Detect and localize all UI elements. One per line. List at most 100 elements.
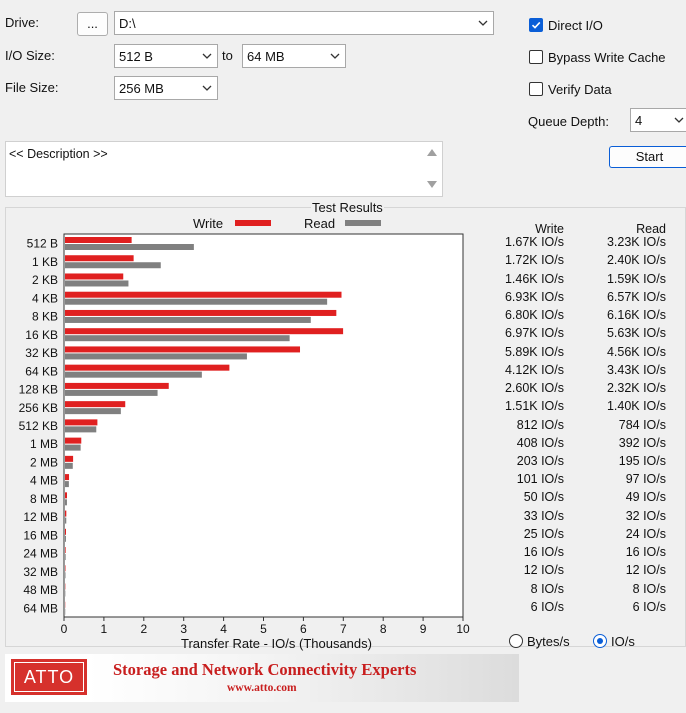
- direct-io-label: Direct I/O: [548, 18, 603, 33]
- io-size-from-select[interactable]: 512 B: [114, 44, 218, 68]
- x-tick-label: 1: [101, 622, 108, 636]
- plot-area: [63, 233, 464, 618]
- read-result-cell: 24 IO/s: [625, 526, 666, 541]
- write-result-cell: 2.60K IO/s: [504, 381, 564, 396]
- write-bar: [65, 309, 337, 316]
- y-tick-label: 512 B: [27, 237, 58, 251]
- scroll-up-icon[interactable]: [426, 147, 438, 157]
- write-result-cell: 6.80K IO/s: [504, 308, 564, 323]
- description-text: << Description >>: [9, 147, 108, 161]
- y-tick-label: 2 MB: [30, 455, 58, 469]
- write-result-cell: 6.97K IO/s: [504, 326, 564, 341]
- read-bar: [65, 554, 66, 561]
- x-tick-label: 2: [140, 622, 147, 636]
- ios-per-sec-radio[interactable]: [593, 634, 607, 648]
- atto-banner[interactable]: ATTO Storage and Network Connectivity Ex…: [5, 654, 519, 702]
- write-result-cell: 5.89K IO/s: [504, 344, 564, 359]
- read-bar: [65, 389, 158, 396]
- write-bar: [65, 291, 342, 298]
- file-size-select[interactable]: 256 MB: [114, 76, 218, 100]
- write-bar: [65, 474, 70, 481]
- legend-read-label: Read: [304, 216, 336, 231]
- y-tick-label: 16 KB: [25, 328, 58, 342]
- write-bar: [65, 492, 67, 499]
- read-result-cell: 2.40K IO/s: [606, 253, 666, 268]
- start-button[interactable]: Start: [609, 146, 686, 168]
- write-result-cell: 12 IO/s: [523, 563, 564, 578]
- read-result-cell: 32 IO/s: [625, 508, 666, 523]
- description-box[interactable]: << Description >>: [5, 141, 443, 197]
- ios-per-sec-label: IO/s: [611, 634, 635, 649]
- read-bar: [65, 535, 66, 542]
- verify-data-checkbox[interactable]: [529, 82, 543, 96]
- scroll-down-icon[interactable]: [426, 180, 438, 190]
- checkmark-icon: [531, 21, 541, 29]
- drive-select[interactable]: D:\: [114, 11, 494, 35]
- x-tick-label: 9: [420, 622, 427, 636]
- x-tick-label: 6: [300, 622, 307, 636]
- write-result-cell: 50 IO/s: [523, 490, 564, 505]
- write-result-cell: 6 IO/s: [530, 599, 564, 614]
- read-result-cell: 2.32K IO/s: [606, 381, 666, 396]
- io-size-to-select[interactable]: 64 MB: [242, 44, 346, 68]
- write-result-cell: 203 IO/s: [516, 453, 564, 468]
- browse-button[interactable]: ...: [77, 12, 108, 36]
- chevron-down-icon: [674, 117, 684, 123]
- y-tick-label: 4 KB: [32, 291, 58, 305]
- x-tick-label: 7: [340, 622, 347, 636]
- legend-read-swatch: [345, 220, 381, 226]
- bypass-write-cache-checkbox[interactable]: [529, 50, 543, 64]
- write-bar: [65, 273, 124, 280]
- x-tick-label: 5: [260, 622, 267, 636]
- banner-tagline: Storage and Network Connectivity Experts: [113, 660, 417, 679]
- y-tick-label: 1 KB: [32, 255, 58, 269]
- bypass-write-cache-label: Bypass Write Cache: [548, 50, 666, 65]
- io-size-label: I/O Size:: [5, 48, 55, 63]
- y-tick-label: 64 KB: [25, 364, 58, 378]
- x-tick-label: 10: [456, 622, 470, 636]
- write-bar: [65, 328, 344, 335]
- x-tick-label: 0: [61, 622, 68, 636]
- write-result-cell: 101 IO/s: [516, 472, 564, 487]
- write-bar: [65, 547, 66, 554]
- read-bar: [65, 244, 194, 250]
- io-size-from-value: 512 B: [119, 49, 153, 64]
- write-result-cell: 4.12K IO/s: [504, 362, 564, 377]
- read-result-cell: 97 IO/s: [625, 472, 666, 487]
- read-column-header: Read: [636, 222, 666, 236]
- read-result-cell: 6.16K IO/s: [606, 308, 666, 323]
- atto-logo-text: ATTO: [23, 667, 75, 687]
- queue-depth-select[interactable]: 4: [630, 108, 686, 132]
- read-bar: [65, 444, 81, 451]
- read-result-cell: 3.23K IO/s: [606, 235, 666, 250]
- write-result-cell: 812 IO/s: [516, 417, 564, 432]
- bytes-per-sec-radio[interactable]: [509, 634, 523, 648]
- verify-data-label: Verify Data: [548, 82, 612, 97]
- read-result-cell: 6.57K IO/s: [606, 289, 666, 304]
- read-result-cell: 6 IO/s: [632, 599, 666, 614]
- read-result-cell: 195 IO/s: [618, 453, 666, 468]
- results-title: Test Results: [311, 200, 384, 215]
- y-tick-label: 8 KB: [32, 310, 58, 324]
- read-result-cell: 1.59K IO/s: [606, 271, 666, 286]
- write-result-cell: 1.46K IO/s: [504, 271, 564, 286]
- y-tick-label: 128 KB: [19, 383, 58, 397]
- read-result-cell: 3.43K IO/s: [606, 362, 666, 377]
- write-bar: [65, 382, 169, 389]
- write-result-cell: 33 IO/s: [523, 508, 564, 523]
- write-bar: [65, 437, 82, 444]
- queue-depth-label: Queue Depth:: [528, 114, 609, 129]
- drive-value: D:\: [119, 16, 136, 31]
- write-bar: [65, 364, 230, 371]
- y-tick-label: 12 MB: [23, 510, 58, 524]
- y-tick-label: 4 MB: [30, 474, 58, 488]
- y-tick-label: 64 MB: [23, 601, 58, 615]
- y-tick-label: 48 MB: [23, 583, 58, 597]
- read-bar: [65, 517, 67, 524]
- io-size-to-label: to: [222, 48, 233, 63]
- banner-url: www.atto.com: [227, 682, 297, 694]
- direct-io-checkbox[interactable]: [529, 18, 543, 32]
- x-axis-label: Transfer Rate - IO/s (Thousands): [181, 636, 372, 651]
- write-result-cell: 8 IO/s: [530, 581, 564, 596]
- legend-write-label: Write: [193, 216, 224, 231]
